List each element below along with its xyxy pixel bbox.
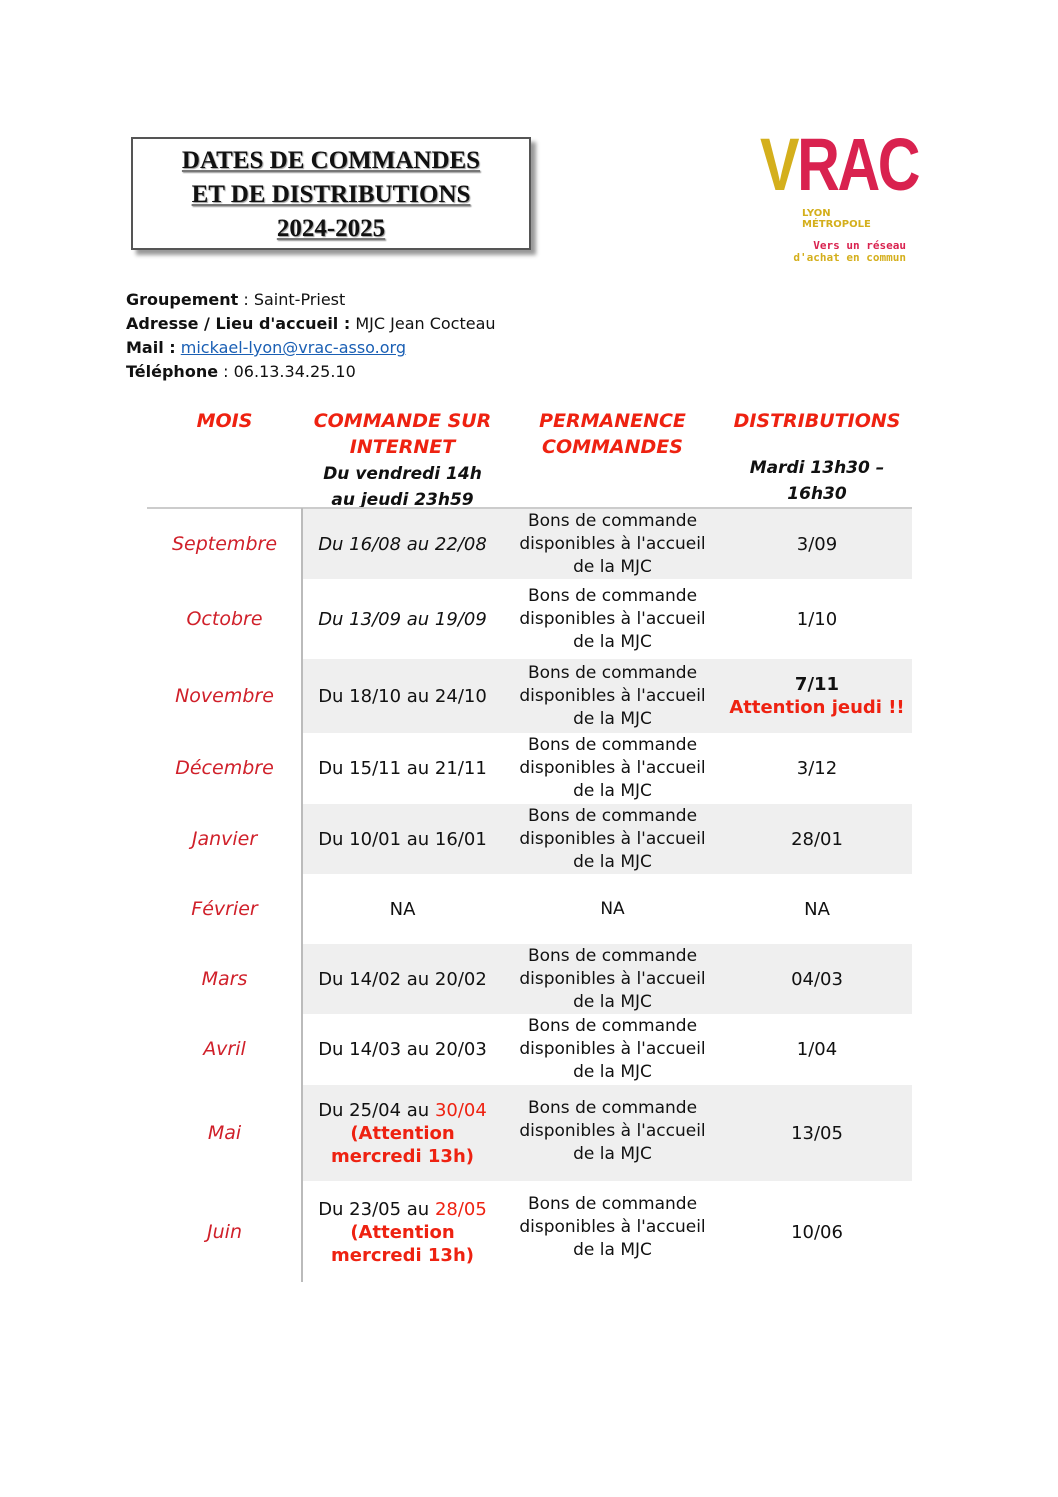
order-period-cell: Du 16/08 au 22/08	[302, 509, 503, 579]
distribution-cell: 04/03	[722, 944, 912, 1014]
order-note: (Attention mercredi 13h)	[330, 1122, 474, 1167]
table-row: Mai Du 25/04 au 30/04 (Attention mercred…	[147, 1085, 912, 1181]
contact-info: Groupement : Saint-Priest Adresse / Lieu…	[126, 290, 496, 381]
permanence-cell: Bons de commande disponibles à l'accueil d…	[519, 735, 706, 801]
month-cell: Novembre	[175, 684, 274, 707]
order-period-cell: Du 14/03 au 20/03	[318, 1039, 487, 1060]
distribution-cell: 1/10	[796, 608, 838, 630]
permanence-cell: Bons de commande disponibles à l'accueil d…	[519, 1016, 706, 1082]
permanence-cell: Bons de commande disponibles à l'accueil d…	[519, 1194, 706, 1260]
order-period-cell: NA	[389, 898, 416, 920]
table-row: Février NA NA NA	[147, 874, 912, 944]
title-box: DATES DE COMMANDES ET DE DISTRIBUTIONS 2…	[131, 137, 531, 250]
order-note: (Attention mercredi 13h)	[330, 1221, 474, 1266]
header-mois: MOIS	[196, 410, 253, 432]
groupement-value: Saint-Priest	[253, 290, 346, 309]
title-line: 2024-2025	[276, 215, 386, 242]
permanence-cell: Bons de commande disponibles à l'accueil d…	[503, 944, 722, 1014]
order-period-cell: Du 10/01 au 16/01	[302, 804, 503, 874]
distribution-cell: 10/06	[791, 1221, 843, 1243]
address-value: MJC Jean Cocteau	[355, 314, 496, 333]
logo-letters: VRAC	[760, 123, 921, 206]
phone-value: 06.13.34.25.10	[233, 362, 356, 381]
header-commande: COMMANDE SUR INTERNET Du vendredi 14h au j…	[313, 410, 492, 510]
order-period-cell: Du 14/02 au 20/02	[302, 944, 503, 1014]
month-cell: Mai	[207, 1121, 242, 1144]
title-line: DATES DE COMMANDES	[181, 147, 481, 174]
month-cell: Février	[191, 897, 258, 920]
permanence-cell: Bons de commande disponibles à l'accueil d…	[503, 509, 722, 579]
table-row: Juin Du 23/05 au 28/05 (Attention mercre…	[147, 1181, 912, 1283]
distribution-cell: 3/12	[796, 758, 838, 779]
permanence-cell: Bons de commande disponibles à l'accueil d…	[503, 659, 722, 733]
order-period-cell: Du 18/10 au 24/10	[302, 659, 503, 733]
month-cell: Mars	[201, 967, 248, 990]
header-divider	[147, 507, 912, 509]
title-line: ET DE DISTRIBUTIONS	[191, 181, 471, 208]
header-permanence: PERMANENCE COMMANDES	[539, 410, 686, 458]
month-cell: Juin	[207, 1220, 242, 1243]
month-cell: Décembre	[175, 757, 274, 779]
distribution-cell: 28/01	[722, 804, 912, 874]
table-row: Octobre Du 13/09 au 19/09 Bons de comman…	[147, 579, 912, 659]
distribution-cell: 1/04	[796, 1039, 838, 1060]
table-row: Mars Du 14/02 au 20/02 Bons de commande d…	[147, 944, 912, 1014]
order-period-cell: Du 25/04 au 30/04 (Attention mercredi 13…	[302, 1085, 503, 1181]
distribution-cell: 13/05	[722, 1085, 912, 1181]
schedule-table: Septembre Du 16/08 au 22/08 Bons de comm…	[147, 509, 912, 1283]
distribution-cell: 7/11 Attention jeudi !!	[722, 659, 912, 733]
permanence-cell: Bons de commande disponibles à l'accueil d…	[503, 1085, 722, 1181]
table-row: Avril Du 14/03 au 20/03 Bons de commande…	[147, 1014, 912, 1085]
table-row: Janvier Du 10/01 au 16/01 Bons de comman…	[147, 804, 912, 874]
order-period-cell: Du 13/09 au 19/09	[318, 608, 487, 630]
logo-city: LYON MÉTROPOLE	[802, 208, 871, 230]
permanence-cell: NA	[600, 898, 625, 919]
permanence-cell: Bons de commande disponibles à l'accueil d…	[519, 585, 706, 652]
month-cell: Janvier	[191, 827, 258, 850]
table-row: Novembre Du 18/10 au 24/10 Bons de comma…	[147, 659, 912, 733]
mail-link[interactable]: mickael-lyon@vrac-asso.org	[180, 338, 407, 357]
table-row: Septembre Du 16/08 au 22/08 Bons de comm…	[147, 509, 912, 579]
permanence-cell: Bons de commande disponibles à l'accueil d…	[503, 804, 722, 874]
order-period-cell: Du 15/11 au 21/11	[318, 758, 487, 779]
vrac-logo: VRAC LYON MÉTROPOLE Vers un réseau d'achat…	[760, 128, 921, 270]
distribution-cell: 3/09	[722, 509, 912, 579]
table-row: Décembre Du 15/11 au 21/11 Bons de comma…	[147, 733, 912, 804]
month-cell: Septembre	[171, 532, 278, 555]
column-divider	[301, 508, 303, 1282]
distribution-cell: NA	[804, 898, 830, 920]
header-distributions: DISTRIBUTIONS Mardi 13h30 –16h30	[733, 410, 901, 504]
order-period-cell: Du 23/05 au 28/05 (Attention mercredi 13…	[302, 1181, 503, 1283]
logo-tagline: Vers un réseau d'achat en commun	[793, 239, 906, 264]
month-cell: Avril	[203, 1038, 246, 1060]
month-cell: Octobre	[186, 607, 263, 630]
distribution-note: Attention jeudi !!	[729, 697, 905, 718]
